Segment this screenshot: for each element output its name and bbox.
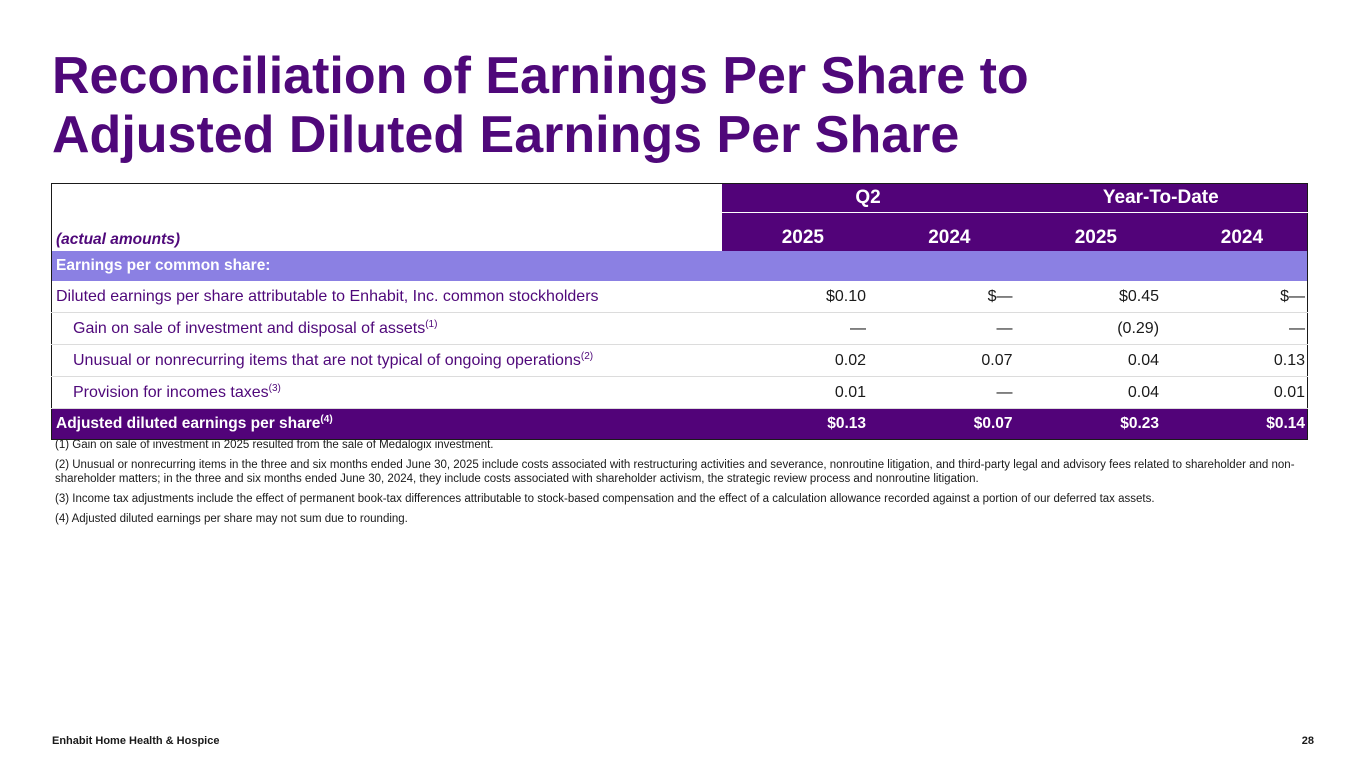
row-value: 0.13 (1161, 344, 1308, 377)
page-title-line-2: Adjusted Diluted Earnings Per Share (52, 106, 960, 164)
footnote-ref: (2) (580, 350, 594, 362)
row-value: (0.29) (1014, 312, 1162, 345)
row-value: 0.07 (868, 344, 1015, 377)
year-header-ytd-2025: 2025 (1014, 212, 1162, 251)
eps-reconciliation-table: Q2 Year-To-Date (actual amounts) 2025 20… (51, 183, 1309, 440)
group-header-ytd: Year-To-Date (1014, 183, 1308, 213)
total-value: $0.13 (721, 408, 868, 440)
row-label: Unusual or nonrecurring items that are n… (51, 344, 722, 377)
footnote: (2) Unusual or nonrecurring items in the… (55, 459, 1295, 485)
total-value: $0.14 (1161, 408, 1308, 440)
year-header-q2-2024: 2024 (868, 212, 1015, 251)
footnote-ref: (1) (425, 318, 438, 330)
row-value: 0.01 (721, 376, 868, 409)
row-value: 0.02 (721, 344, 868, 377)
total-value: $0.23 (1014, 408, 1162, 440)
table-row: Gain on sale of investment and disposal … (51, 312, 1308, 345)
row-label: Provision for incomes taxes(3) (51, 376, 722, 409)
page-title: Reconciliation of Earnings Per Share to … (52, 47, 1302, 165)
row-label: Diluted earnings per share attributable … (51, 281, 722, 313)
actual-amounts-label: (actual amounts) (56, 231, 181, 248)
footnote: (1) Gain on sale of investment in 2025 r… (55, 439, 494, 451)
footnote-ref: (4) (320, 414, 333, 425)
row-value: 0.04 (1014, 376, 1162, 409)
row-value: 0.01 (1161, 376, 1308, 409)
page-number: 28 (1301, 735, 1314, 747)
year-header-ytd-2024: 2024 (1161, 212, 1308, 251)
row-value: $— (1161, 281, 1308, 313)
row-value: $— (868, 281, 1015, 313)
total-value: $0.07 (868, 408, 1015, 440)
footer-company-name: Enhabit Home Health & Hospice (52, 735, 220, 747)
row-label: Gain on sale of investment and disposal … (51, 312, 722, 345)
row-value: $0.45 (1014, 281, 1162, 313)
table-corner-cell (52, 184, 722, 213)
footnote: (4) Adjusted diluted earnings per share … (55, 513, 408, 525)
total-row: Adjusted diluted earnings per share(4) $… (51, 408, 1308, 440)
section-row: Earnings per common share: (51, 251, 1308, 281)
footnote-ref: (3) (268, 382, 281, 394)
table-row: Provision for incomes taxes(3) 0.01 — 0.… (51, 376, 1308, 409)
year-header-q2-2025: 2025 (721, 212, 868, 251)
table-row: Unusual or nonrecurring items that are n… (51, 344, 1308, 377)
row-value: — (868, 376, 1015, 409)
row-value: — (868, 312, 1015, 345)
row-value: — (721, 312, 868, 345)
row-value: $0.10 (721, 281, 868, 313)
table-group-header-row: Q2 Year-To-Date (52, 183, 1308, 213)
table-row: Diluted earnings per share attributable … (51, 281, 1308, 313)
section-label: Earnings per common share: (51, 251, 1308, 281)
total-label: Adjusted diluted earnings per share(4) (51, 408, 722, 440)
table-year-header-row: (actual amounts) 2025 2024 2025 2024 (52, 212, 1308, 251)
page-title-line-1: Reconciliation of Earnings Per Share to (52, 47, 1029, 105)
footnotes: (1) Gain on sale of investment in 2025 r… (55, 438, 1310, 532)
row-value: — (1161, 312, 1308, 345)
footnote: (3) Income tax adjustments include the e… (55, 493, 1155, 505)
row-value: 0.04 (1014, 344, 1162, 377)
group-header-q2: Q2 (721, 183, 1015, 213)
